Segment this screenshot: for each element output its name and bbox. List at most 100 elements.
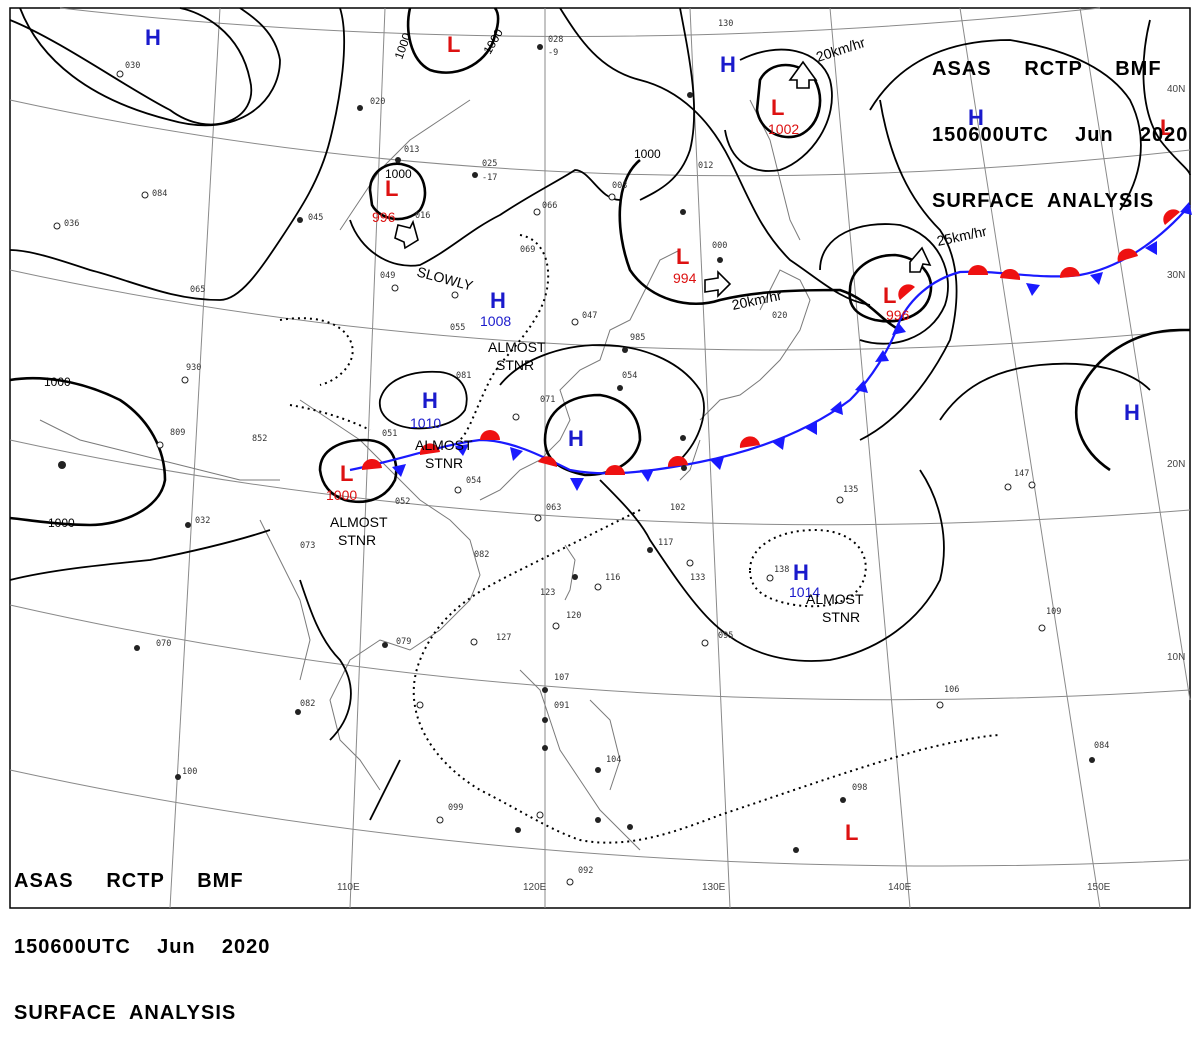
station-value: 092	[578, 866, 593, 876]
low-label: L	[447, 32, 460, 57]
station-value: 079	[396, 637, 411, 647]
low-label: L	[845, 820, 858, 845]
station-value: 030	[125, 61, 140, 71]
station-marker	[58, 461, 66, 469]
lon-label: 110E	[337, 882, 360, 893]
station-marker	[116, 70, 124, 78]
pressure-value: 1002	[768, 121, 799, 137]
station-value: 013	[404, 145, 419, 155]
header-line3: SURFACE ANALYSIS	[932, 190, 1155, 212]
station-marker	[680, 209, 686, 215]
station-value: 109	[1046, 607, 1061, 617]
station-value: 082	[474, 550, 489, 560]
station-value: 809	[170, 428, 185, 438]
station-marker	[1038, 624, 1046, 632]
high-label: H	[422, 388, 438, 413]
isobar-value: 1000	[385, 167, 412, 181]
station-marker	[595, 767, 601, 773]
station-value: 100	[182, 767, 197, 777]
station-value: 069	[520, 245, 535, 255]
station-value: 063	[546, 503, 561, 513]
high-label: H	[490, 288, 506, 313]
station-marker	[297, 217, 303, 223]
station-marker	[391, 284, 399, 292]
pressure-value: 1010	[410, 415, 441, 431]
station-marker	[470, 638, 478, 646]
high-label: H	[793, 560, 809, 585]
station-value: 127	[496, 633, 511, 643]
station-marker	[542, 717, 548, 723]
pressure-value: 996	[886, 307, 910, 323]
header-line1: ASAS RCTP BMF	[14, 870, 244, 892]
station-marker	[647, 547, 653, 553]
station-marker	[454, 486, 462, 494]
axis-labels: 110E 120E 130E 140E 150E 10N 20N 30N 40N	[337, 84, 1185, 893]
station-marker	[542, 687, 548, 693]
arrow-okhotsk-icon	[788, 60, 818, 89]
station-value: 120	[566, 611, 581, 621]
station-value: 000	[712, 241, 727, 251]
station-marker	[534, 514, 542, 522]
low-label: L	[771, 95, 784, 120]
lat-label: 40N	[1167, 84, 1185, 95]
almost-stnr-note: ALMOST	[330, 514, 388, 530]
pressure-value: 994	[673, 270, 697, 286]
station-marker	[451, 291, 459, 299]
low-label: L	[676, 244, 689, 269]
pressure-systems: H L L 996 H 1008 H 1010 L 1000 H L 994 H…	[145, 25, 1173, 845]
station-value: 106	[944, 685, 959, 695]
station-value: 032	[195, 516, 210, 526]
station-value: 133	[690, 573, 705, 583]
high-label: H	[145, 25, 161, 50]
station-value: 073	[300, 541, 315, 551]
station-marker	[566, 878, 574, 886]
map-frame	[9, 7, 1191, 909]
station-value: 098	[852, 783, 867, 793]
station-value: 930	[186, 363, 201, 373]
station-value: 045	[308, 213, 323, 223]
station-marker	[571, 318, 579, 326]
station-value: 071	[540, 395, 555, 405]
almost-stnr-note: STNR	[822, 609, 860, 625]
latitude-lines	[9, 7, 1191, 867]
station-marker	[836, 496, 844, 504]
station-marker	[536, 811, 544, 819]
station-value: 095	[718, 631, 733, 641]
station-marker	[53, 222, 61, 230]
lat-label: 20N	[1167, 459, 1185, 470]
station-value: 104	[606, 755, 621, 765]
station-marker	[472, 172, 478, 178]
station-value: 102	[670, 503, 685, 513]
lat-label: 10N	[1167, 652, 1185, 663]
header-line2: 150600UTC Jun 2020	[14, 936, 271, 958]
station-marker	[594, 583, 602, 591]
station-marker	[617, 385, 623, 391]
almost-stnr-note: ALMOST	[806, 591, 864, 607]
station-value: 054	[622, 371, 637, 381]
high-label: H	[720, 52, 736, 77]
pressure-value: 1008	[480, 313, 511, 329]
station-marker	[382, 642, 388, 648]
station-marker	[436, 816, 444, 824]
station-marker	[395, 157, 401, 163]
high-label: H	[968, 105, 984, 130]
station-value: -17	[482, 173, 497, 183]
motion-arrows	[394, 60, 932, 298]
station-value: 047	[582, 311, 597, 321]
station-marker	[681, 465, 687, 471]
header-line2: 150600UTC Jun 2020	[932, 124, 1189, 146]
isobar-value: 1000	[48, 516, 75, 530]
station-value: 049	[380, 271, 395, 281]
station-marker	[181, 376, 189, 384]
station-marker	[608, 193, 616, 201]
station-value: 036	[64, 219, 79, 229]
station-marker	[1089, 757, 1095, 763]
station-value: 123	[540, 588, 555, 598]
header-bottom-left: ASAS RCTP BMF 150600UTC Jun 2020 SURFACE…	[14, 826, 274, 1046]
weather-map: H L L 996 H 1008 H 1010 L 1000 H L 994 H…	[9, 7, 1192, 909]
arrow-mongolia-icon	[394, 219, 419, 250]
station-value: 003	[612, 181, 627, 191]
station-plots	[53, 44, 1095, 886]
isobar-value: 1000	[44, 375, 71, 389]
lat-label: 30N	[1167, 270, 1185, 281]
